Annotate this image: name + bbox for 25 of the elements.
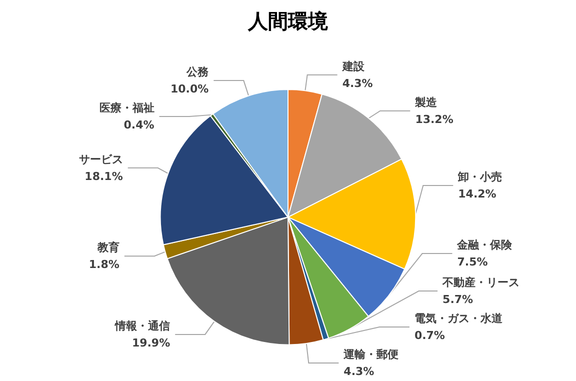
slice-label: 不動産・リース bbox=[442, 276, 520, 289]
data-label: 4.3% bbox=[344, 365, 374, 378]
chart-title: 人間環境 bbox=[247, 9, 328, 33]
data-label: 1.8% bbox=[88, 258, 120, 272]
slice-label: サービス bbox=[78, 152, 123, 166]
data-label: 4.3% bbox=[342, 76, 373, 90]
slice-label: 製造 bbox=[414, 96, 438, 109]
slice-label: 運輸・郵便 bbox=[342, 348, 399, 361]
data-label: 7.5% bbox=[457, 256, 488, 269]
data-label: 0.4% bbox=[124, 118, 154, 132]
data-label: 0.7% bbox=[414, 329, 445, 342]
slice-label: 卸・小売 bbox=[457, 170, 502, 184]
slice-label: 公務 bbox=[186, 66, 210, 79]
slice-label: 建設 bbox=[341, 60, 366, 73]
data-label: 13.2% bbox=[415, 112, 454, 126]
slice-label: 電気・ガス・水道 bbox=[414, 312, 504, 325]
data-label: 19.9% bbox=[132, 336, 170, 350]
data-label: 5.7% bbox=[442, 293, 474, 306]
slice-label: 医療・福祉 bbox=[99, 102, 154, 115]
data-label: 18.1% bbox=[84, 170, 123, 183]
slice-label: 金融・保険 bbox=[456, 238, 514, 252]
slice-label: 教育 bbox=[96, 241, 120, 254]
data-label: 14.2% bbox=[458, 187, 496, 200]
data-label: 10.0% bbox=[170, 82, 209, 96]
slice-label: 情報・通信 bbox=[114, 319, 170, 332]
